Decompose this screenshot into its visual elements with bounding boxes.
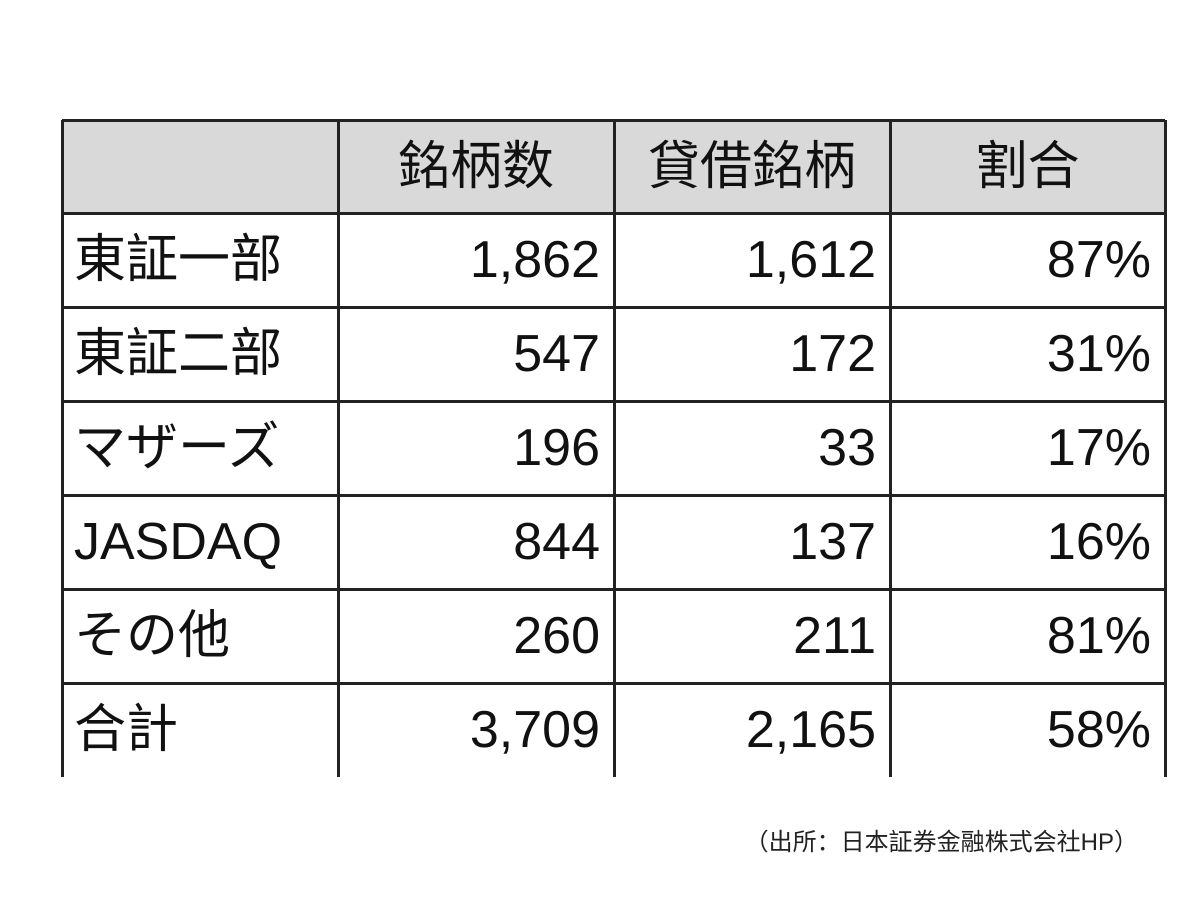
row-border — [62, 494, 1165, 497]
table-cell: 33 — [818, 419, 876, 477]
row-label: マザーズ — [74, 419, 280, 477]
row-label: その他 — [74, 607, 231, 665]
row-label: 合計 — [74, 701, 179, 759]
header-cell: 銘柄数 — [338, 120, 614, 213]
source-note: （出所：日本証券金融株式会社HP） — [744, 829, 1138, 856]
column-border — [1164, 120, 1167, 777]
table-cell: 31% — [1046, 325, 1151, 383]
table-cell: 137 — [789, 513, 876, 571]
row-border — [62, 588, 1165, 591]
row-label: 東証一部 — [74, 231, 283, 289]
header-cell: 割合 — [890, 120, 1165, 213]
row-label: 東証二部 — [74, 325, 283, 383]
column-border — [889, 120, 892, 777]
table-cell: 2,165 — [745, 701, 876, 759]
table-cell: 81% — [1046, 607, 1151, 665]
table: 銘柄数 貸借銘柄 割合東証一部 1,862 1,612 87% 東証二部 547 172 31% マ… — [61, 119, 1167, 785]
row-border — [62, 212, 1165, 215]
table-cell: 196 — [513, 419, 600, 477]
table-cell: 1,862 — [469, 231, 600, 289]
row-label: JASDAQ — [74, 513, 283, 571]
table-cell: 17% — [1046, 419, 1151, 477]
table-cell: 260 — [513, 607, 600, 665]
table-cell: 3,709 — [469, 701, 600, 759]
row-border — [62, 119, 1165, 122]
header-cell — [62, 120, 338, 213]
table-cell: 16% — [1046, 513, 1151, 571]
table-cell: 58% — [1046, 701, 1151, 759]
header-cell: 貸借銘柄 — [614, 120, 890, 213]
column-border — [61, 120, 64, 777]
row-border — [62, 306, 1165, 309]
table-cell: 172 — [789, 325, 876, 383]
table-cell: 1,612 — [745, 231, 876, 289]
table-cell: 547 — [513, 325, 600, 383]
column-border — [337, 120, 340, 777]
table-cell: 211 — [793, 607, 876, 665]
row-border — [62, 400, 1165, 403]
column-border — [613, 120, 616, 777]
table-cell: 844 — [513, 513, 600, 571]
row-border — [62, 682, 1165, 685]
table-cell: 87% — [1046, 231, 1151, 289]
